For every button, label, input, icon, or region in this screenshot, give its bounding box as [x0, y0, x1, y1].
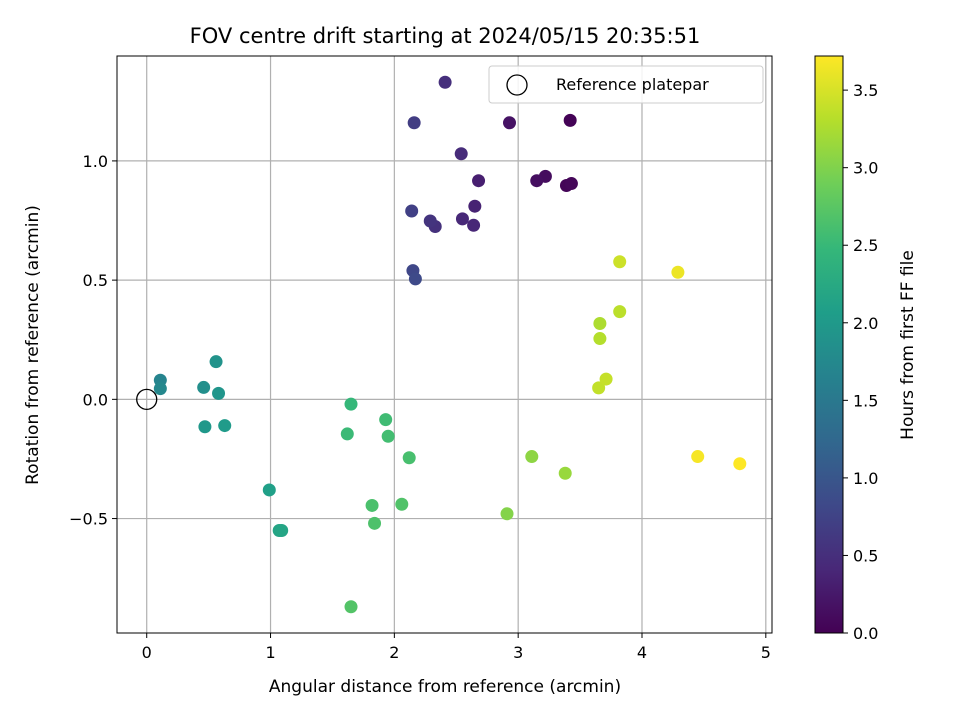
- x-tick-label: 3: [513, 643, 523, 662]
- data-point: [209, 355, 223, 369]
- data-point: [153, 382, 167, 396]
- data-point: [381, 429, 395, 443]
- data-point: [438, 75, 452, 89]
- legend-box: [488, 65, 764, 104]
- data-point: [402, 451, 416, 465]
- colorbar-gradient: [814, 55, 844, 634]
- colorbar-tick-label: 1.5: [853, 391, 878, 410]
- data-point: [454, 147, 468, 161]
- colorbar-label: Hours from first FF file: [898, 250, 918, 440]
- data-point: [503, 116, 517, 130]
- chart-title: FOV centre drift starting at 2024/05/15 …: [190, 24, 701, 48]
- data-point: [368, 516, 382, 530]
- colorbar-tick-label: 2.0: [853, 314, 878, 333]
- colorbar: 0.0 0.5 1.0 1.5 2.0 2.5 3.0 3.5 Hours from firs…: [814, 55, 918, 643]
- y-tick-label: 1.0: [83, 152, 108, 171]
- data-point: [500, 507, 514, 521]
- x-tick-label: 0: [142, 643, 152, 662]
- data-point: [344, 397, 358, 411]
- colorbar-tick-label: 1.0: [853, 469, 878, 488]
- data-point: [218, 419, 232, 433]
- data-point: [671, 265, 685, 279]
- data-point: [344, 600, 358, 614]
- data-point: [530, 174, 544, 188]
- data-point: [592, 381, 606, 395]
- legend-label-reference: Reference platepar: [556, 75, 709, 94]
- data-point: [593, 332, 607, 346]
- data-point: [563, 113, 577, 127]
- data-point: [564, 177, 578, 191]
- data-point: [275, 523, 289, 537]
- x-axis-label: Angular distance from reference (arcmin): [269, 677, 621, 697]
- data-points: [136, 75, 747, 614]
- y-tick-label: 0.5: [83, 271, 108, 290]
- data-point: [379, 413, 393, 427]
- colorbar-tick-label: 3.0: [853, 159, 878, 178]
- data-point: [197, 380, 211, 394]
- data-point: [408, 272, 422, 286]
- data-point: [340, 427, 354, 441]
- data-point: [212, 386, 226, 400]
- data-point: [613, 255, 627, 269]
- data-point: [599, 372, 613, 386]
- data-point: [525, 450, 539, 464]
- data-point: [593, 317, 607, 331]
- data-point: [198, 420, 212, 434]
- data-point: [472, 174, 486, 188]
- x-axis-ticks: 0 1 2 3 4 5: [142, 633, 771, 662]
- data-point: [468, 199, 482, 213]
- legend-marker-reference: [506, 74, 528, 96]
- y-tick-label: 0.0: [83, 390, 108, 409]
- y-tick-label: −0.5: [69, 510, 108, 529]
- colorbar-ticks: 0.0 0.5 1.0 1.5 2.0 2.5 3.0 3.5: [843, 81, 878, 643]
- data-point: [395, 497, 409, 511]
- legend: Reference platepar: [488, 65, 764, 104]
- data-point: [407, 116, 421, 130]
- x-tick-label: 1: [265, 643, 275, 662]
- data-point: [558, 466, 572, 480]
- data-point: [691, 450, 705, 464]
- plot-frame: [116, 55, 773, 634]
- y-axis-ticks: −0.5 0.0 0.5 1.0: [69, 152, 117, 529]
- data-point: [455, 212, 469, 226]
- data-point: [405, 204, 419, 218]
- data-point: [365, 498, 379, 512]
- x-tick-label: 2: [389, 643, 399, 662]
- data-point: [733, 457, 747, 471]
- data-point: [423, 214, 437, 228]
- x-tick-label: 4: [637, 643, 647, 662]
- y-axis-label: Rotation from reference (arcmin): [23, 205, 43, 485]
- x-tick-label: 5: [761, 643, 771, 662]
- data-point: [613, 305, 627, 319]
- colorbar-tick-label: 0.5: [853, 546, 878, 565]
- colorbar-tick-label: 3.5: [853, 81, 878, 100]
- colorbar-tick-label: 2.5: [853, 236, 878, 255]
- data-point: [262, 483, 276, 497]
- reference-point-marker: [136, 388, 158, 410]
- data-point: [467, 218, 481, 232]
- grid-lines: [117, 56, 772, 633]
- colorbar-tick-label: 0.0: [853, 624, 878, 643]
